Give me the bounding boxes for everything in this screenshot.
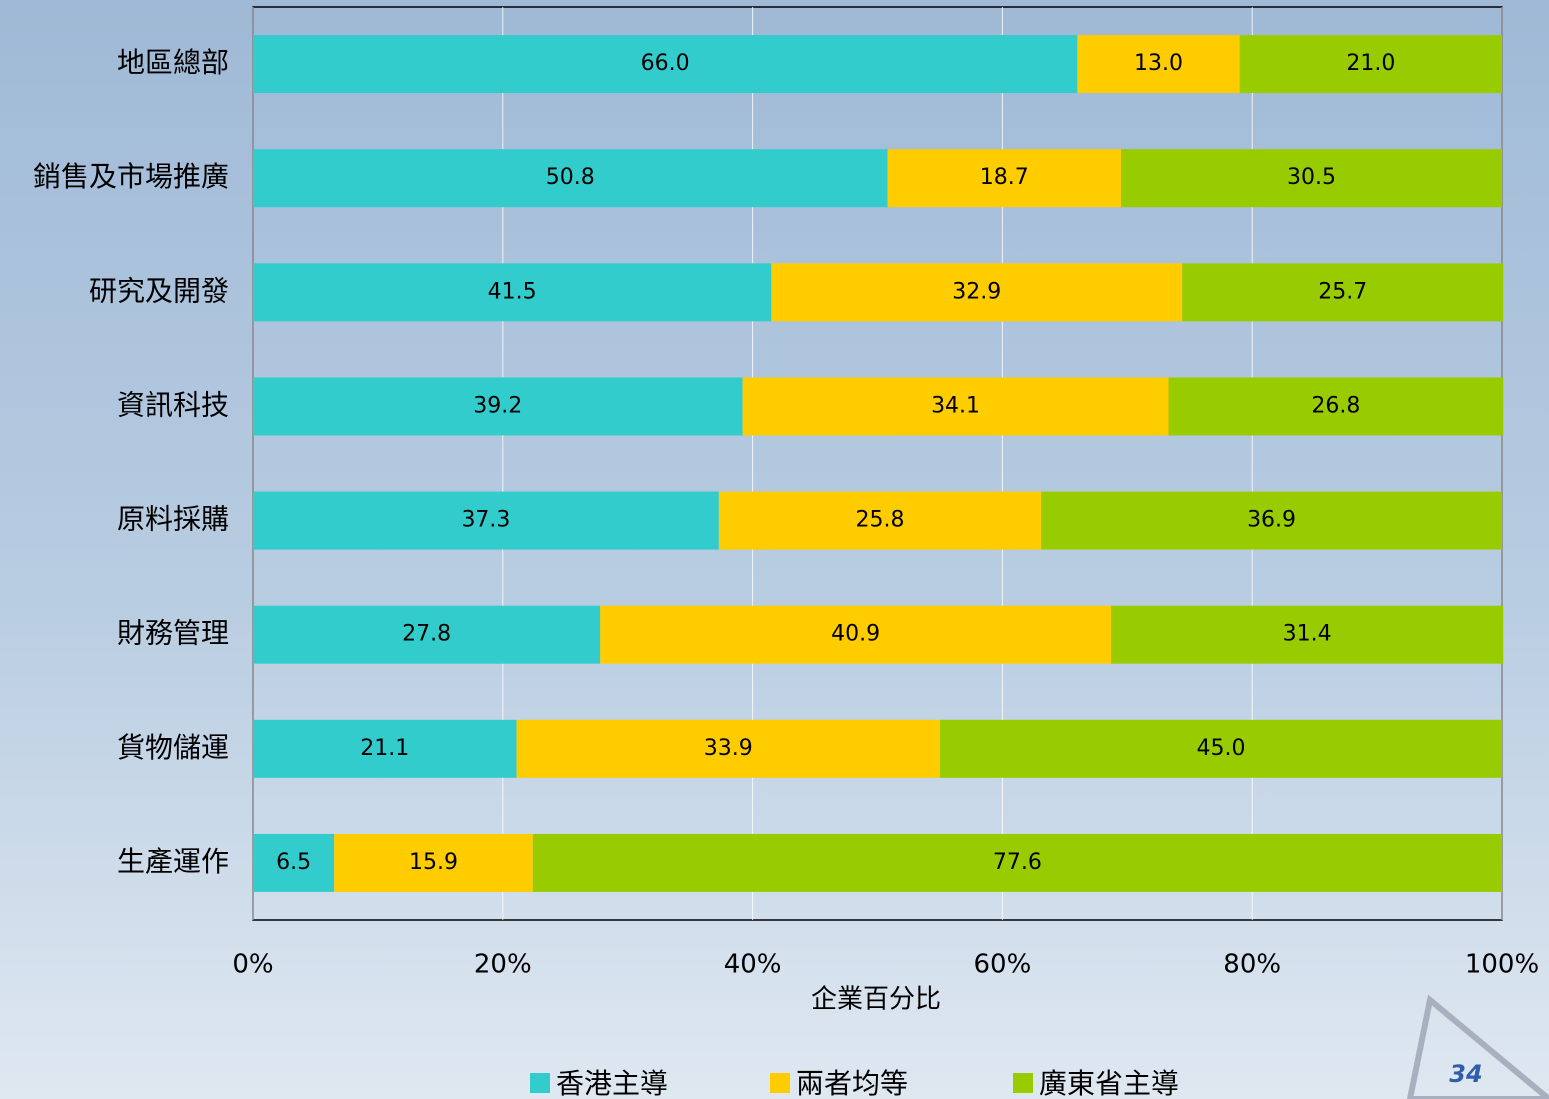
- data-label: 31.4: [1283, 622, 1332, 647]
- bar-segment: [742, 377, 1169, 436]
- page-number: 34: [1449, 1060, 1482, 1088]
- x-tick-label: 80%: [1223, 950, 1281, 980]
- y-tick-label: 地區總部: [117, 46, 229, 79]
- y-tick-label: 財務管理: [117, 617, 229, 650]
- y-tick-label: 研究及開發: [89, 274, 229, 307]
- x-tick-label: 40%: [724, 950, 782, 980]
- y-tick-label: 資訊科技: [117, 388, 229, 421]
- bar-segment: [1121, 149, 1502, 208]
- bar-segment: [253, 263, 772, 322]
- bar-segment: [253, 833, 335, 892]
- data-label: 21.1: [360, 736, 409, 761]
- data-label: 27.8: [402, 622, 451, 647]
- data-label: 40.9: [831, 622, 880, 647]
- bar-segment: [253, 377, 743, 436]
- y-tick-label: 銷售及市場推廣: [33, 160, 229, 193]
- bar-segment: [532, 833, 1502, 892]
- data-label: 15.9: [409, 850, 458, 875]
- data-label: 25.8: [856, 508, 905, 533]
- data-label: 33.9: [704, 736, 753, 761]
- bar-segment: [1168, 377, 1504, 436]
- data-label: 66.0: [641, 51, 690, 76]
- data-label: 25.7: [1318, 279, 1367, 304]
- x-tick-label: 0%: [232, 950, 273, 980]
- bar-segment: [1041, 491, 1502, 550]
- data-label: 50.8: [546, 165, 595, 190]
- data-label: 18.7: [980, 165, 1029, 190]
- data-label: 37.3: [461, 508, 510, 533]
- data-label: 41.5: [488, 279, 537, 304]
- data-label: 34.1: [931, 393, 980, 418]
- bar-segment: [1111, 605, 1504, 664]
- data-label: 13.0: [1134, 51, 1183, 76]
- bar-segment: [771, 263, 1183, 322]
- x-tick-label: 20%: [474, 950, 532, 980]
- bar-segment: [253, 35, 1078, 94]
- bar-segment: [253, 149, 888, 208]
- data-label: 6.5: [276, 850, 311, 875]
- y-tick-label: 貨物儲運: [117, 731, 229, 764]
- legend-swatch: [530, 1073, 550, 1093]
- x-tick-label: 60%: [974, 950, 1032, 980]
- bar-segment: [334, 833, 533, 892]
- y-tick-label: 生產運作: [117, 845, 229, 878]
- data-label: 32.9: [952, 279, 1001, 304]
- bar-segment: [253, 719, 517, 778]
- data-label: 36.9: [1247, 508, 1296, 533]
- bar-segment: [887, 149, 1122, 208]
- data-label: 45.0: [1196, 736, 1245, 761]
- legend-label: 廣東省主導: [1039, 1067, 1179, 1099]
- bar-segment: [939, 719, 1502, 778]
- legend-swatch: [770, 1073, 790, 1093]
- bar-segment: [718, 491, 1042, 550]
- data-label: 30.5: [1287, 165, 1336, 190]
- bar-segment: [516, 719, 940, 778]
- x-tick-label: 100%: [1465, 950, 1539, 980]
- legend-label: 兩者均等: [796, 1067, 908, 1099]
- data-label: 26.8: [1311, 393, 1360, 418]
- data-label: 39.2: [473, 393, 522, 418]
- bar-segment: [600, 605, 1112, 664]
- data-label: 21.0: [1346, 51, 1395, 76]
- bar-segment: [1182, 263, 1504, 322]
- y-tick-label: 原料採購: [117, 503, 229, 536]
- legend-label: 香港主導: [556, 1067, 668, 1099]
- data-label: 77.6: [993, 850, 1042, 875]
- bar-segment: [253, 491, 719, 550]
- legend-swatch: [1013, 1073, 1033, 1093]
- bar-segment: [253, 605, 601, 664]
- bar-segment: [1077, 35, 1240, 94]
- bar-segment: [1239, 35, 1502, 94]
- page-decoration: [1406, 994, 1549, 1099]
- x-axis-label: 企業百分比: [811, 985, 941, 1015]
